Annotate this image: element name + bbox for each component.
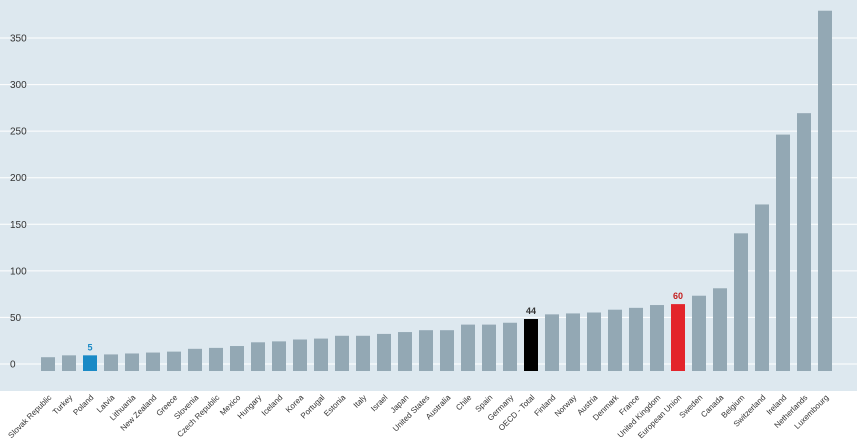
bar-poland xyxy=(83,355,97,371)
bars xyxy=(41,10,832,372)
bar-chile xyxy=(461,324,475,371)
y-tick-label-100: 100 xyxy=(10,266,27,277)
bar-slovenia xyxy=(188,348,202,371)
bar-mexico xyxy=(230,346,244,371)
bar-new-zealand xyxy=(146,352,160,371)
x-tick-label-portugal: Portugal xyxy=(299,393,327,421)
bar-denmark xyxy=(608,309,622,371)
y-tick-label-50: 50 xyxy=(10,313,22,324)
bar-lithuania xyxy=(125,353,139,371)
bar-estonia xyxy=(335,335,349,371)
bar-latvia xyxy=(104,354,118,371)
bar-finland xyxy=(545,314,559,371)
bar-united-kingdom xyxy=(650,305,664,371)
bar-hungary xyxy=(251,342,265,371)
data-labels: 5 44 60 xyxy=(87,291,683,352)
bar-israel xyxy=(377,333,391,371)
grid-lines xyxy=(0,37,857,365)
y-axis-ticks: 0 50 100 150 200 250 300 350 xyxy=(10,34,27,371)
x-tick-label-chile: Chile xyxy=(454,393,474,413)
bar-korea xyxy=(293,339,307,371)
bar-norway xyxy=(566,313,580,371)
bar-oecd-total xyxy=(524,319,538,371)
data-label-oecd-total: 44 xyxy=(526,306,536,316)
bar-ireland xyxy=(776,134,790,371)
bar-portugal xyxy=(314,338,328,371)
x-tick-label-poland: Poland xyxy=(71,393,95,417)
y-tick-label-250: 250 xyxy=(10,127,27,138)
bar-spain xyxy=(482,324,496,371)
x-tick-label-israel: Israel xyxy=(369,393,389,413)
bar-netherlands xyxy=(797,113,811,372)
bar-italy xyxy=(356,335,370,371)
bar-france xyxy=(629,307,643,371)
bar-greece xyxy=(167,351,181,371)
bar-switzerland xyxy=(755,204,769,371)
y-tick-label-150: 150 xyxy=(10,220,27,231)
bar-united-states xyxy=(419,330,433,371)
x-tick-label-estonia: Estonia xyxy=(322,393,348,419)
x-tick-label-iceland: Iceland xyxy=(260,393,285,418)
bar-belgium xyxy=(734,233,748,371)
bar-sweden xyxy=(692,295,706,371)
bar-european-union xyxy=(671,304,685,371)
bar-czech-republic xyxy=(209,347,223,371)
x-tick-label-norway: Norway xyxy=(553,393,579,419)
x-tick-label-slovak-republic: Slovak Republic xyxy=(6,393,53,440)
bar-turkey xyxy=(62,355,76,371)
y-tick-label-300: 300 xyxy=(10,80,27,91)
bar-canada xyxy=(713,288,727,371)
bar-iceland xyxy=(272,341,286,371)
data-label-poland: 5 xyxy=(87,342,92,352)
bar-australia xyxy=(440,330,454,371)
bar-luxembourg xyxy=(818,10,832,371)
y-tick-label-200: 200 xyxy=(10,173,27,184)
x-tick-label-turkey: Turkey xyxy=(51,393,74,416)
bar-japan xyxy=(398,332,412,371)
y-tick-label-350: 350 xyxy=(10,34,27,45)
bar-slovak-republic xyxy=(41,357,55,371)
data-label-european-union: 60 xyxy=(673,291,683,301)
bar-austria xyxy=(587,312,601,371)
x-tick-label-italy: Italy xyxy=(352,393,369,410)
bar-germany xyxy=(503,322,517,371)
y-tick-label-0: 0 xyxy=(10,360,16,371)
x-tick-label-sweden: Sweden xyxy=(678,393,705,420)
